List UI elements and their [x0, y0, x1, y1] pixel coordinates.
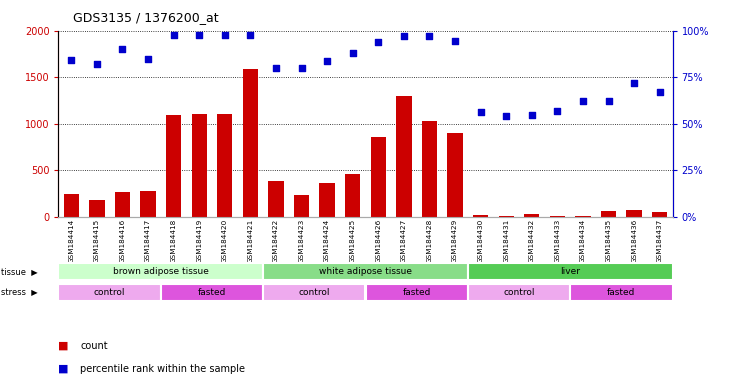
Text: ■: ■ [58, 364, 69, 374]
Text: ■: ■ [58, 341, 69, 351]
Bar [499, 215, 514, 217]
Bar [319, 182, 335, 217]
Bar [601, 211, 616, 217]
Bar [217, 114, 232, 217]
Point [373, 39, 385, 45]
Text: brown adipose tissue: brown adipose tissue [113, 267, 209, 276]
Bar [243, 69, 258, 217]
Text: white adipose tissue: white adipose tissue [319, 267, 412, 276]
Point [270, 65, 282, 71]
Text: liver: liver [560, 267, 580, 276]
Point [295, 65, 308, 71]
Point [500, 113, 512, 119]
Bar [570, 284, 673, 301]
Bar [89, 200, 105, 217]
Bar [396, 96, 412, 217]
Point [219, 32, 231, 38]
Bar [192, 114, 207, 217]
Point [577, 98, 589, 104]
Bar [422, 121, 437, 217]
Bar [626, 210, 642, 217]
Text: GDS3135 / 1376200_at: GDS3135 / 1376200_at [73, 12, 219, 25]
Point [91, 61, 102, 67]
Bar [58, 284, 161, 301]
Bar [140, 191, 156, 217]
Text: percentile rank within the sample: percentile rank within the sample [80, 364, 246, 374]
Point [551, 108, 563, 114]
Text: tissue  ▶: tissue ▶ [1, 267, 37, 276]
Bar [263, 284, 366, 301]
Point [654, 89, 665, 95]
Point [321, 58, 333, 65]
Point [116, 46, 129, 52]
Point [66, 56, 77, 63]
Point [423, 33, 435, 40]
Bar [468, 284, 570, 301]
Point [168, 32, 180, 38]
Bar [366, 284, 468, 301]
Point [142, 56, 154, 62]
Bar [371, 137, 386, 217]
Text: control: control [298, 288, 330, 297]
Bar [166, 116, 181, 217]
Point [474, 109, 486, 115]
Point [398, 33, 409, 40]
Point [602, 98, 614, 104]
Bar [64, 194, 79, 217]
Bar [345, 174, 360, 217]
Text: stress  ▶: stress ▶ [1, 288, 37, 297]
Text: control: control [503, 288, 535, 297]
Point [346, 50, 358, 56]
Bar [294, 195, 309, 217]
Bar [550, 216, 565, 217]
Text: fasted: fasted [607, 288, 635, 297]
Bar [468, 263, 673, 280]
Text: fasted: fasted [403, 288, 431, 297]
Bar [473, 215, 488, 217]
Bar [575, 216, 591, 217]
Bar [58, 263, 263, 280]
Bar [263, 263, 468, 280]
Text: fasted: fasted [198, 288, 226, 297]
Point [628, 80, 640, 86]
Bar [524, 214, 539, 217]
Bar [161, 284, 263, 301]
Text: count: count [80, 341, 108, 351]
Bar [268, 180, 284, 217]
Point [244, 32, 256, 38]
Bar [652, 212, 667, 217]
Bar [447, 133, 463, 217]
Point [193, 32, 205, 38]
Text: control: control [94, 288, 126, 297]
Bar [115, 192, 130, 217]
Point [449, 38, 461, 44]
Point [526, 113, 538, 119]
